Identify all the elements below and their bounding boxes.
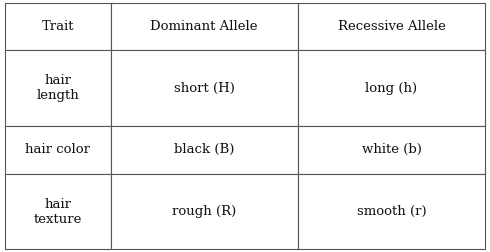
- Bar: [5, 126, 111, 174]
- Bar: [298, 50, 485, 126]
- Bar: [111, 50, 298, 126]
- Text: Trait: Trait: [42, 20, 74, 33]
- Text: Recessive Allele: Recessive Allele: [338, 20, 445, 33]
- Text: short (H): short (H): [174, 82, 235, 95]
- Text: hair
texture: hair texture: [33, 198, 82, 226]
- Text: rough (R): rough (R): [172, 205, 236, 218]
- Text: hair color: hair color: [25, 143, 90, 156]
- Bar: [5, 174, 111, 249]
- Bar: [298, 174, 485, 249]
- Text: Dominant Allele: Dominant Allele: [150, 20, 258, 33]
- Bar: [298, 3, 485, 50]
- Bar: [5, 50, 111, 126]
- Bar: [111, 3, 298, 50]
- Text: black (B): black (B): [174, 143, 234, 156]
- Bar: [5, 3, 111, 50]
- Text: long (h): long (h): [366, 82, 417, 95]
- Text: white (b): white (b): [362, 143, 421, 156]
- Bar: [111, 174, 298, 249]
- Bar: [111, 126, 298, 174]
- Text: smooth (r): smooth (r): [357, 205, 426, 218]
- Bar: [298, 126, 485, 174]
- Text: hair
length: hair length: [36, 74, 79, 102]
